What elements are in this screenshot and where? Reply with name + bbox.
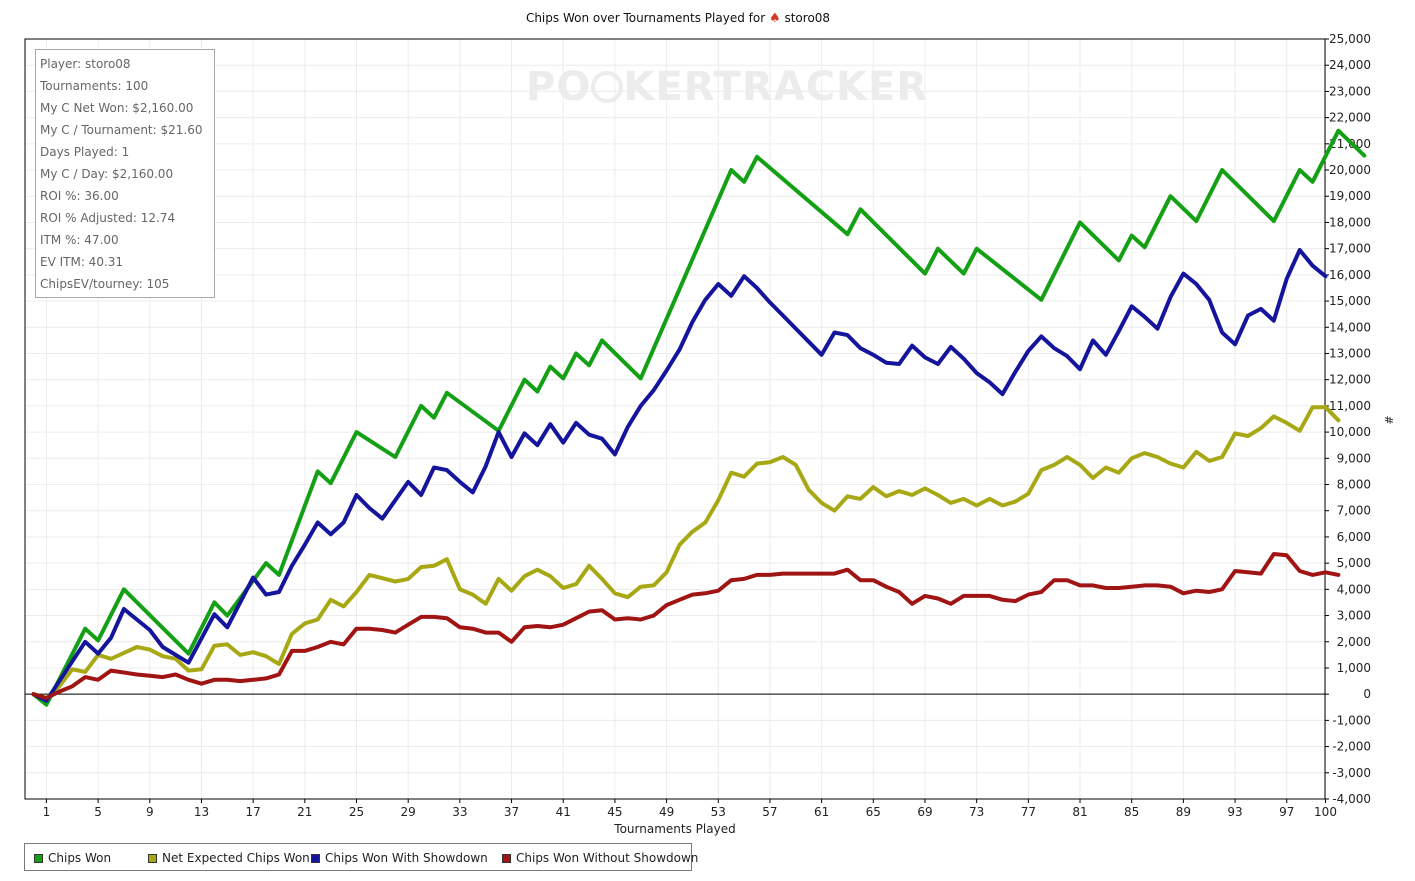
legend-item: Chips Won [34, 851, 111, 865]
x-tick-label: 1 [43, 805, 51, 819]
x-tick-label: 45 [607, 805, 622, 819]
x-tick-label: 85 [1124, 805, 1139, 819]
watermark-right-text: KERTRACKER [623, 64, 929, 110]
y-tick-label: 6,000 [1337, 530, 1371, 544]
stats-row: ITM %: 47.00 [40, 233, 119, 247]
plot-frame [24, 38, 1326, 800]
y-tick-label: 22,000 [1329, 111, 1371, 125]
poker-chip-icon [591, 71, 624, 103]
x-tick-label: 97 [1279, 805, 1294, 819]
y-tick-label: 12,000 [1329, 373, 1371, 387]
stats-row: My C Net Won: $2,160.00 [40, 101, 194, 115]
x-tick-label: 89 [1176, 805, 1191, 819]
chart-legend: Chips Won Net Expected Chips Won Chips Won… [24, 843, 698, 871]
x-tick-label: 93 [1227, 805, 1242, 819]
chart-title-prefix: Chips Won over Tournaments Played for [525, 11, 766, 25]
series-line [31, 248, 1328, 703]
stats-row: ROI %: 36.00 [40, 189, 119, 203]
y-tick-label: 10,000 [1329, 425, 1371, 439]
y-tick-label: 16,000 [1329, 268, 1371, 282]
y-tick-label: -4,000 [1332, 792, 1371, 806]
stats-row: ROI % Adjusted: 12.74 [40, 211, 176, 225]
chart-title-player: storo08 [784, 11, 831, 25]
legend-label: Net Expected Chips Won [162, 851, 310, 865]
x-tick-label: 73 [969, 805, 984, 819]
y-tick-label: 9,000 [1337, 451, 1371, 465]
x-tick-label: 65 [866, 805, 881, 819]
y-tick-label: 7,000 [1337, 504, 1371, 518]
legend-item: Chips Won With Showdown [311, 851, 488, 865]
y-axis-label: # [1382, 415, 1395, 424]
series-line [31, 552, 1341, 701]
legend-swatch [502, 854, 511, 863]
plot-area [25, 39, 1325, 799]
x-tick-label: 41 [556, 805, 571, 819]
x-tick-label: 61 [814, 805, 829, 819]
x-tick-label: 5 [94, 805, 102, 819]
y-tick-label: 15,000 [1329, 294, 1371, 308]
x-tick-label: 9 [146, 805, 154, 819]
legend-item: Chips Won Without Showdown [502, 851, 698, 865]
x-tick-label: 17 [245, 805, 260, 819]
y-tick-label: 17,000 [1329, 242, 1371, 256]
stats-box: Player: storo08 Tournaments: 100 My C Net … [35, 49, 215, 298]
legend-label: Chips Won Without Showdown [516, 851, 699, 865]
x-tick-label: 100 [1314, 805, 1337, 819]
y-tick-label: -1,000 [1332, 713, 1371, 727]
y-tick-label: 4,000 [1337, 582, 1371, 596]
y-tick-label: 8,000 [1337, 478, 1371, 492]
x-tick-label: 57 [762, 805, 777, 819]
y-tick-label: 5,000 [1337, 556, 1371, 570]
x-tick-label: 81 [1072, 805, 1087, 819]
stats-row: Tournaments: 100 [40, 79, 149, 93]
chart-title: Chips Won over Tournaments Played for ♠ … [0, 11, 1356, 26]
y-tick-label: 18,000 [1329, 215, 1371, 229]
series-line [31, 405, 1341, 701]
legend-label: Chips Won [48, 851, 112, 865]
pokertracker-watermark: PO KERTRACKER [526, 64, 928, 110]
x-tick-label: 33 [452, 805, 467, 819]
watermark-left-text: PO [526, 64, 592, 110]
stats-row: Player: storo08 [40, 57, 131, 71]
y-tick-label: 23,000 [1329, 84, 1371, 98]
stats-row: My C / Day: $2,160.00 [40, 167, 174, 181]
x-tick-label: 29 [401, 805, 416, 819]
x-tick-label: 49 [659, 805, 674, 819]
x-tick-label: 53 [711, 805, 726, 819]
y-tick-label: 3,000 [1337, 609, 1371, 623]
x-tick-label: 25 [349, 805, 364, 819]
y-tick-label: 11,000 [1329, 399, 1371, 413]
legend-swatch [311, 854, 320, 863]
y-tick-label: 25,000 [1329, 32, 1371, 46]
stats-row: EV ITM: 40.31 [40, 255, 124, 269]
x-tick-label: 37 [504, 805, 519, 819]
x-tick-label: 21 [297, 805, 312, 819]
legend-item: Net Expected Chips Won [148, 851, 310, 865]
y-tick-label: -2,000 [1332, 740, 1371, 754]
series-line [31, 128, 1367, 707]
stats-row: My C / Tournament: $21.60 [40, 123, 203, 137]
y-tick-label: 2,000 [1337, 635, 1371, 649]
x-axis-label: Tournaments Played [613, 822, 735, 836]
x-tick-label: 13 [194, 805, 209, 819]
stats-row: Days Played: 1 [40, 145, 130, 159]
legend-swatch [34, 854, 43, 863]
y-tick-label: 24,000 [1329, 58, 1371, 72]
legend-swatch [148, 854, 157, 863]
x-tick-label: 69 [917, 805, 932, 819]
y-tick-label: -3,000 [1332, 766, 1371, 780]
stats-row: ChipsEV/tourney: 105 [40, 277, 170, 291]
y-tick-label: 1,000 [1337, 661, 1371, 675]
y-tick-label: 19,000 [1329, 189, 1371, 203]
y-tick-label: 14,000 [1329, 320, 1371, 334]
y-tick-label: 20,000 [1329, 163, 1371, 177]
y-tick-label: 0 [1363, 687, 1371, 701]
y-tick-label: 13,000 [1329, 346, 1371, 360]
x-tick-label: 77 [1021, 805, 1036, 819]
legend-label: Chips Won With Showdown [325, 851, 488, 865]
spade-icon: ♠ [768, 11, 781, 26]
